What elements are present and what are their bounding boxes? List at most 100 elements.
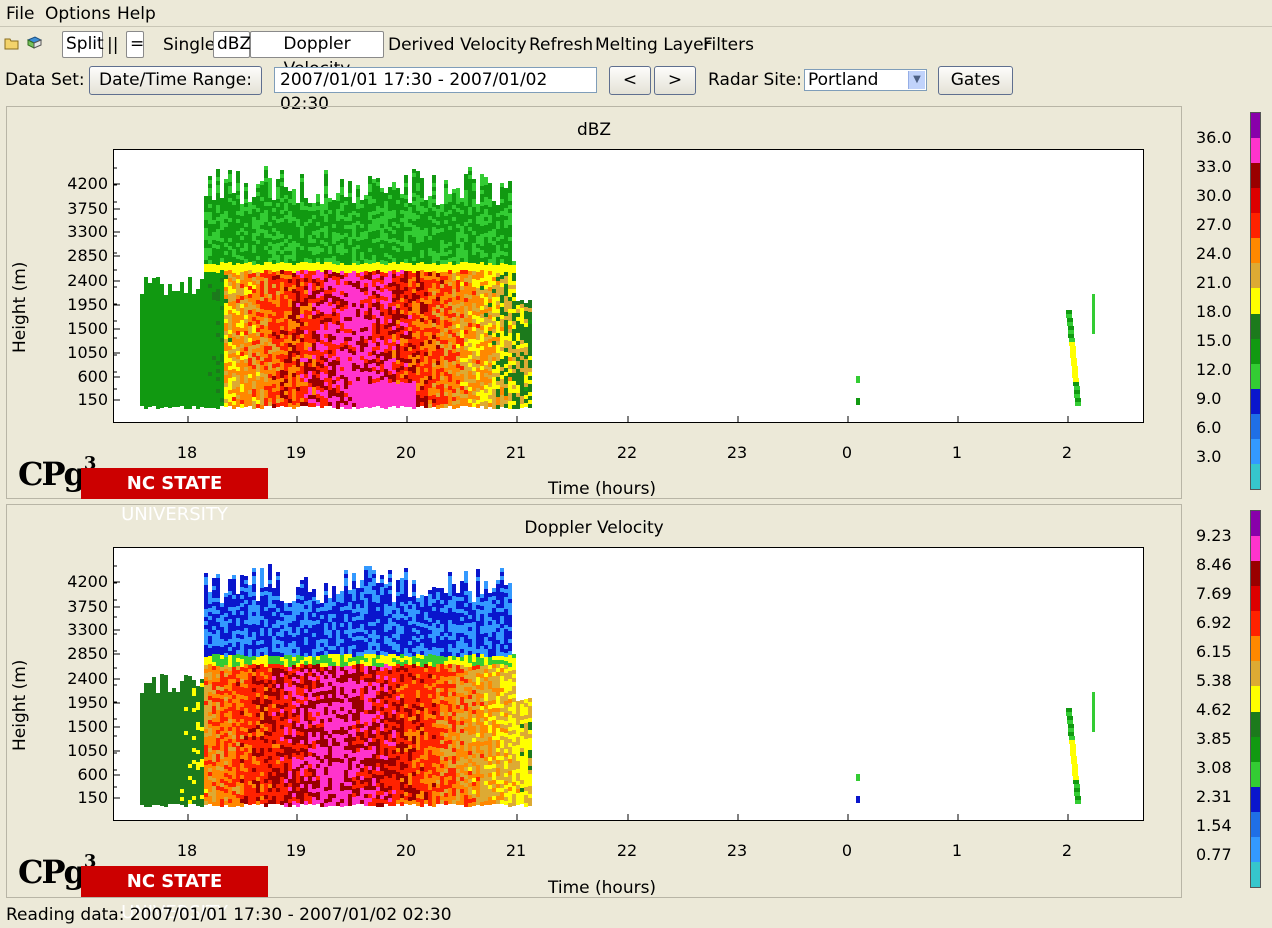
dataset-bar: Data Set: Date/Time Range: 2007/01/01 17… xyxy=(0,64,1272,98)
colorbar-swatch xyxy=(1251,636,1260,661)
colorbar-swatch xyxy=(1251,414,1260,439)
x-tick-label: 18 xyxy=(172,841,202,860)
x-tick-label: 22 xyxy=(612,443,642,462)
melting-layer-button[interactable]: Melting Layer xyxy=(595,34,711,56)
split-button[interactable]: Split xyxy=(62,31,103,58)
x-tick-label: 21 xyxy=(501,443,531,462)
colorbar-label: 6.0 xyxy=(1196,418,1221,437)
equal-view-button[interactable]: = xyxy=(126,31,144,58)
x-tick-label: 20 xyxy=(391,443,421,462)
colorbar-swatch xyxy=(1251,511,1260,536)
single-button[interactable]: Single xyxy=(163,34,215,56)
dbz-button[interactable]: dBZ xyxy=(213,31,250,58)
colorbar-label: 9.23 xyxy=(1196,526,1232,545)
date-time-range-button[interactable]: Date/Time Range: xyxy=(89,66,262,95)
colorbar-label: 5.38 xyxy=(1196,671,1232,690)
colorbar-swatch xyxy=(1251,113,1260,138)
menu-bar: File Options Help xyxy=(0,0,1272,27)
y-tick-label: 4200 xyxy=(48,572,108,591)
ncsu-logo: NC STATE UNIVERSITY xyxy=(81,866,268,897)
x-tick-label: 2 xyxy=(1052,443,1082,462)
colorbar-label: 12.0 xyxy=(1196,360,1232,379)
colorbar-label: 21.0 xyxy=(1196,273,1232,292)
toolbar: Split || = Single dBZ Doppler Velocity D… xyxy=(0,30,1272,60)
colorbar-swatch xyxy=(1251,661,1260,686)
doppler-plot-area xyxy=(113,547,1144,821)
colorbar-swatch xyxy=(1251,611,1260,636)
y-tick-label: 1500 xyxy=(48,319,108,338)
colorbar-label: 8.46 xyxy=(1196,555,1232,574)
filters-button[interactable]: Filters xyxy=(703,34,754,56)
colorbar-label: 0.77 xyxy=(1196,845,1232,864)
colorbar-swatch xyxy=(1251,737,1260,762)
colorbar-swatch xyxy=(1251,812,1260,837)
colorbar-swatch xyxy=(1251,837,1260,862)
colorbar-swatch xyxy=(1251,238,1260,263)
previous-range-button[interactable]: < xyxy=(609,66,651,95)
y-tick-label: 2400 xyxy=(48,271,108,290)
chart-title: Doppler Velocity xyxy=(7,518,1181,538)
x-axis-label: Time (hours) xyxy=(548,878,656,898)
y-tick-label: 600 xyxy=(48,367,108,386)
ncsu-logo: NC STATE UNIVERSITY xyxy=(81,468,268,499)
colorbar-label: 4.62 xyxy=(1196,700,1232,719)
radar-site-select[interactable]: Portland ▼ xyxy=(804,69,927,91)
next-range-button[interactable]: > xyxy=(654,66,696,95)
colorbar-label: 7.69 xyxy=(1196,584,1232,603)
y-tick-label: 4200 xyxy=(48,174,108,193)
colorbar-label: 24.0 xyxy=(1196,244,1232,263)
colorbar-swatch xyxy=(1251,138,1260,163)
x-tick-label: 18 xyxy=(172,443,202,462)
colorbar-swatch xyxy=(1251,712,1260,737)
derived-velocity-button[interactable]: Derived Velocity xyxy=(388,34,527,56)
colorbar-swatch xyxy=(1251,364,1260,389)
y-axis-label: Height (m) xyxy=(10,660,30,751)
colorbar-swatch xyxy=(1251,439,1260,464)
parallel-view-button[interactable]: || xyxy=(107,34,118,56)
x-tick-label: 22 xyxy=(612,841,642,860)
menu-options[interactable]: Options xyxy=(45,4,111,24)
colorbar-swatch xyxy=(1251,586,1260,611)
colorbar-label: 6.15 xyxy=(1196,642,1232,661)
colorbar-label: 18.0 xyxy=(1196,302,1232,321)
colorbar-swatch xyxy=(1251,686,1260,711)
y-tick-label: 1500 xyxy=(48,717,108,736)
chart-title: dBZ xyxy=(7,120,1181,140)
colorbar-swatch xyxy=(1251,862,1260,887)
y-tick-label: 3750 xyxy=(48,597,108,616)
x-tick-label: 0 xyxy=(832,841,862,860)
colorbar-swatch xyxy=(1251,163,1260,188)
y-tick-label: 2850 xyxy=(48,644,108,663)
x-tick-label: 23 xyxy=(722,841,752,860)
y-tick-label: 1050 xyxy=(48,741,108,760)
colorbar-label: 30.0 xyxy=(1196,186,1232,205)
colorbar-swatch xyxy=(1251,787,1260,812)
y-tick-label: 3300 xyxy=(48,620,108,639)
radar-site-label: Radar Site: xyxy=(708,69,802,91)
dbz-plot-area xyxy=(113,149,1144,423)
doppler-colorbar xyxy=(1250,510,1261,888)
chevron-down-icon[interactable]: ▼ xyxy=(908,71,925,89)
date-time-range-field[interactable]: 2007/01/01 17:30 - 2007/01/02 02:30 xyxy=(274,67,597,93)
menu-file[interactable]: File xyxy=(6,4,34,24)
menu-help[interactable]: Help xyxy=(117,4,156,24)
x-tick-label: 19 xyxy=(281,841,311,860)
colorbar-swatch xyxy=(1251,536,1260,561)
y-tick-label: 150 xyxy=(48,390,108,409)
y-tick-label: 3300 xyxy=(48,222,108,241)
x-tick-label: 20 xyxy=(391,841,421,860)
book-icon[interactable] xyxy=(27,36,42,50)
colorbar-swatch xyxy=(1251,188,1260,213)
colorbar-label: 2.31 xyxy=(1196,787,1232,806)
open-folder-icon[interactable] xyxy=(4,36,19,50)
y-tick-label: 2850 xyxy=(48,246,108,265)
colorbar-swatch xyxy=(1251,762,1260,787)
x-tick-label: 23 xyxy=(722,443,752,462)
y-tick-label: 3750 xyxy=(48,199,108,218)
x-tick-label: 2 xyxy=(1052,841,1082,860)
x-tick-label: 1 xyxy=(942,841,972,860)
doppler-velocity-button[interactable]: Doppler Velocity xyxy=(250,31,384,58)
doppler-heatmap xyxy=(114,548,1143,820)
gates-button[interactable]: Gates xyxy=(938,66,1013,95)
refresh-button[interactable]: Refresh xyxy=(529,34,593,56)
